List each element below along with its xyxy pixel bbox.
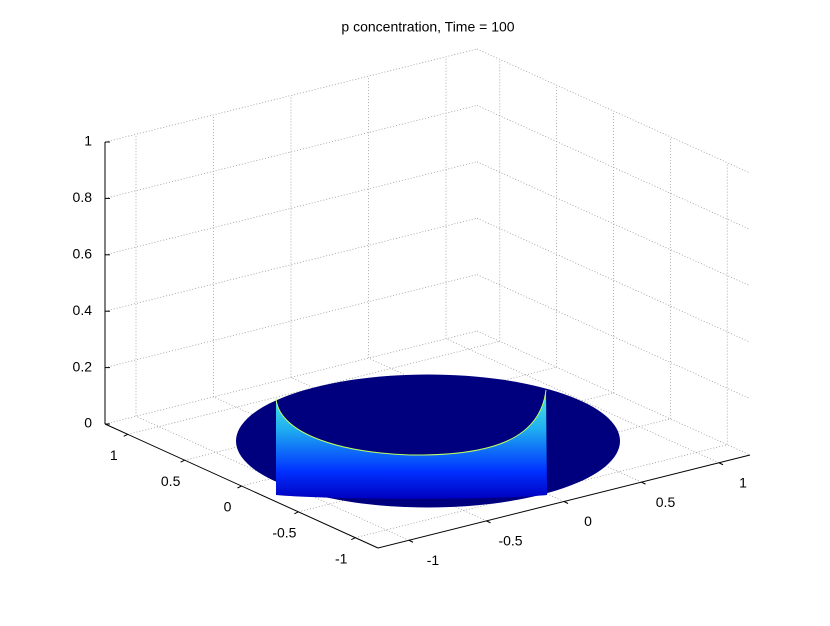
tick-mark xyxy=(237,485,242,489)
grid-line xyxy=(476,330,751,456)
grid-line xyxy=(104,217,478,312)
grid-line xyxy=(104,105,478,199)
axis-line xyxy=(377,454,751,549)
z-tick-label: 0.2 xyxy=(73,358,93,374)
x-tick-label: -0.5 xyxy=(498,533,522,549)
axes: -1 -0.5 0 0.5 1 -1 -0.5 0 0.5 1 0 0.2 0.4 0.6 0.8 1 xyxy=(73,133,751,568)
grid-line xyxy=(476,48,751,174)
tick-mark xyxy=(123,433,128,437)
axis-line xyxy=(104,423,379,549)
grid-line xyxy=(104,330,478,425)
z-tick-label: 0.8 xyxy=(73,189,93,205)
grid-line xyxy=(476,105,751,230)
grid-line xyxy=(445,338,720,464)
x-tick-label: 0.5 xyxy=(656,494,676,510)
y-tick-label: 0 xyxy=(224,499,232,515)
x-tick-label: 1 xyxy=(739,474,747,490)
grid-line xyxy=(104,274,478,368)
grid-line xyxy=(476,274,751,399)
y-tick-label: 0.5 xyxy=(161,473,181,489)
y-tick-label: -1 xyxy=(335,550,348,566)
grid-line xyxy=(104,48,478,143)
grid-line xyxy=(355,444,728,539)
z-tick-label: 0.6 xyxy=(73,246,93,262)
chart-title: p concentration, Time = 100 xyxy=(341,19,514,35)
y-tick-label: 1 xyxy=(110,447,118,463)
grid-line xyxy=(127,340,500,435)
grid-line xyxy=(476,217,751,343)
rim-band xyxy=(276,390,547,499)
tick-mark xyxy=(294,511,299,515)
tick-mark xyxy=(351,537,356,541)
surface xyxy=(236,374,620,508)
grid-line xyxy=(476,161,751,287)
y-tick-label: -0.5 xyxy=(272,525,296,541)
grid-line xyxy=(135,415,410,541)
z-tick-label: 0.4 xyxy=(73,302,93,318)
rim-edge xyxy=(275,389,547,456)
tick-mark xyxy=(180,459,185,463)
x-tick-label: 0 xyxy=(584,513,592,529)
x-tick-label: -1 xyxy=(427,552,440,568)
z-tick-label: 0 xyxy=(84,415,92,431)
z-tick-label: 1 xyxy=(84,133,92,149)
grid-line xyxy=(104,161,478,256)
